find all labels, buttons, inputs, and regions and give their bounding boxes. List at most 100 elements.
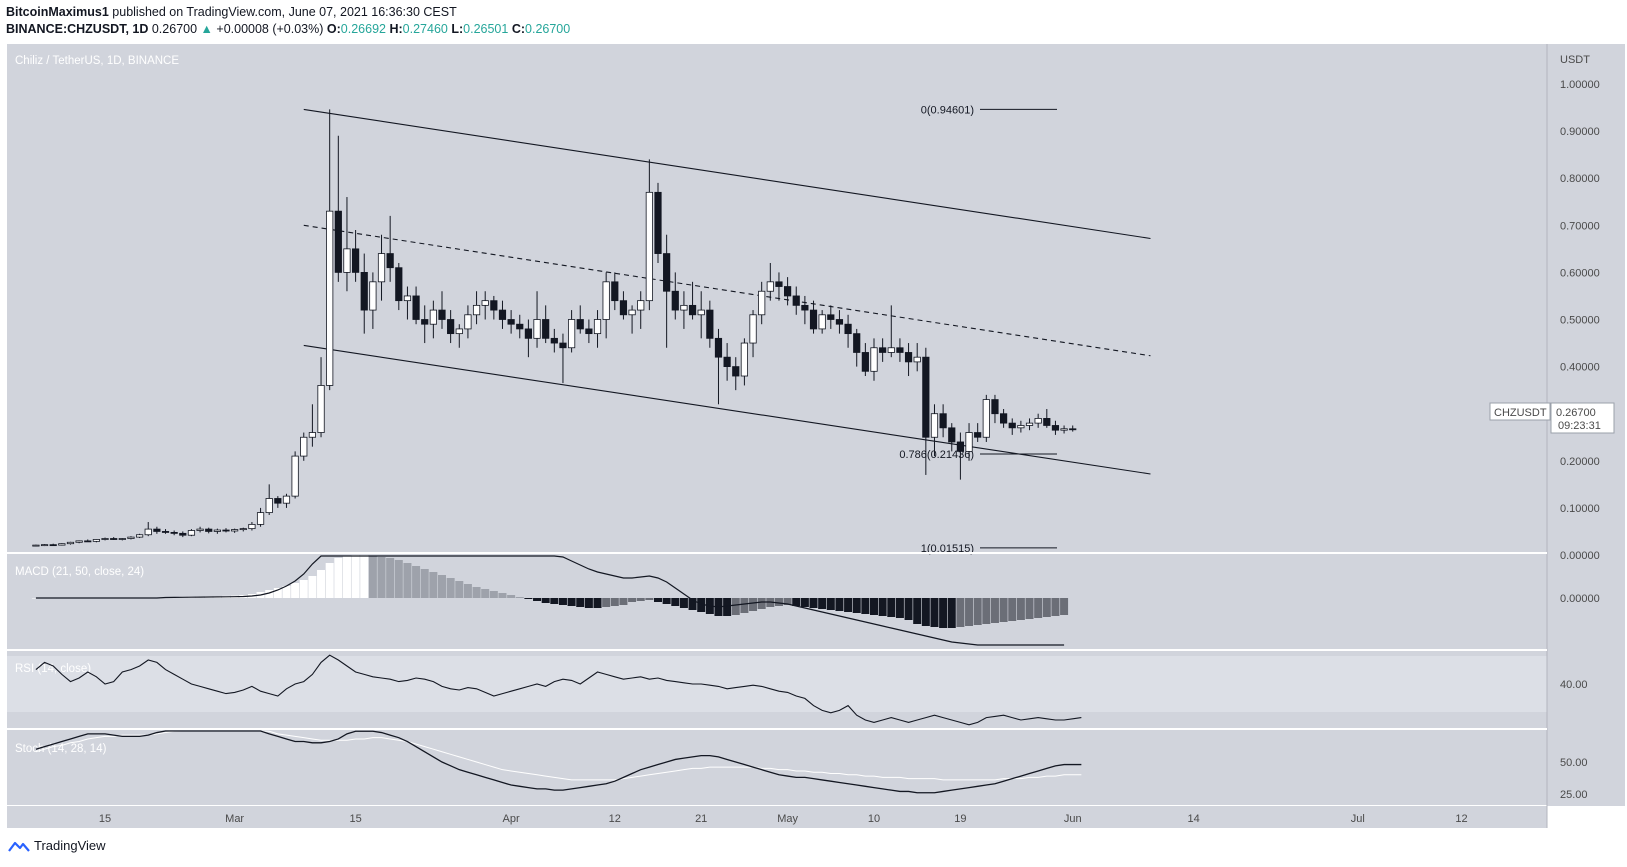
candle-body [170,531,178,534]
candle-body [593,319,602,335]
candle-body [542,319,550,339]
macd-histogram-bar [697,598,706,612]
macd-histogram-bar [965,598,974,626]
candle-body [524,328,533,339]
macd-histogram-bar [282,586,291,598]
macd-histogram-bar [524,598,533,599]
macd-histogram-bar [1060,598,1069,615]
candle-body [179,532,187,536]
candle-body [1051,425,1060,431]
candle-body [256,512,265,525]
candle-body [1000,413,1008,424]
candle-body [740,342,749,377]
candle-body [706,309,714,339]
candle-body [472,304,481,316]
candle-body [784,286,792,297]
macd-histogram-bar [956,598,965,627]
candle-body [516,323,524,330]
candle-body [110,538,118,540]
publisher-name[interactable]: BitcoinMaximus1 [6,5,109,19]
price-change: +0.00008 (+0.03%) [216,22,324,36]
candle-body [844,323,852,335]
candle-body [714,337,723,358]
candle-body [974,432,982,438]
symbol-tag: CHZUSDT [1494,407,1547,419]
candle-body [792,295,800,306]
candle-body [92,539,100,542]
candle-body [887,347,895,353]
tradingview-logo-icon [8,841,30,852]
macd-histogram-bar [921,598,930,626]
candle-body [982,399,990,438]
candle-body [66,541,75,545]
candle-body [222,529,230,532]
y-tick-label: 0.10000 [1560,503,1600,515]
x-tick-label: 12 [1455,813,1467,825]
ohlc-line: BINANCE:CHZUSDT, 1D 0.26700 ▲ +0.00008 (… [6,21,570,38]
macd-histogram-bar [792,598,801,606]
macd-histogram-bar [895,598,904,618]
y-tick-label: 0.40000 [1560,362,1600,374]
macd-histogram-bar [386,558,395,598]
macd-histogram-bar [368,556,377,598]
y-tick-label: 0.20000 [1560,456,1600,468]
candle-body [1043,418,1051,426]
macd-histogram-bar [558,598,567,605]
macd-histogram-bar [800,598,809,607]
candle-body [766,281,774,292]
candle-body [403,295,412,302]
footer-brand[interactable]: TradingView [8,838,106,853]
candle-body [265,498,273,514]
stoch-k-line [35,730,1082,794]
candle-body [135,534,144,538]
candle-body [611,281,619,302]
candle-body [965,432,973,452]
channel-mid-line [303,224,1151,357]
candle-body [308,432,317,438]
y-axis-ticks: 1.00000 0.90000 0.80000 0.70000 0.60000 0.500… [1560,79,1600,562]
candle-body [369,281,377,311]
last-price-tag: 0.26700 [1556,407,1596,419]
macd-histogram-bar [403,563,412,598]
macd-histogram-bar [360,555,369,598]
candle-body [809,309,818,330]
last-price-tag-box [1550,402,1615,434]
bar-countdown: 09:23:31 [1558,420,1601,432]
rsi-line [35,654,1082,726]
macd-histogram-bar [731,598,740,615]
macd-histogram-bar [515,597,524,598]
macd-histogram-bar [550,598,559,604]
candle-body [291,455,299,497]
candle-body [671,290,679,311]
symbol-title: Chiliz / TetherUS, 1D, BINANCE [15,55,179,67]
macd-histogram-bar [507,595,516,598]
low-label: L: [451,22,464,36]
candle-body [801,304,809,311]
x-tick-label: 15 [99,813,111,825]
macd-histogram-bar [438,575,446,598]
candle-body [913,356,921,363]
macd-histogram-bar [636,598,645,601]
candle-body [697,309,705,316]
macd-histogram-bar [679,598,688,608]
candle-body [360,271,368,311]
symbol-interval[interactable]: BINANCE:CHZUSDT, 1D [6,22,149,36]
rsi-label: RSI (14, close) [15,663,91,675]
macd-histogram-bar [749,598,758,611]
macd-signal-line [35,555,1065,646]
publish-line: BitcoinMaximus1 published on TradingView… [6,4,570,21]
candle-body [922,356,930,438]
stoch-pane-bg [7,730,1547,805]
macd-histogram-bar [973,598,982,625]
candle-body [377,253,386,283]
macd-histogram-bar [628,598,637,602]
macd-histogram-bar [567,598,576,606]
candle-body [835,319,844,325]
high-value: 0.27460 [402,22,448,36]
macd-histogram-bar [472,587,481,598]
macd-histogram-bar [878,598,887,616]
candle-body [1034,418,1042,424]
candle-body [602,281,610,320]
candle-body [576,319,584,330]
